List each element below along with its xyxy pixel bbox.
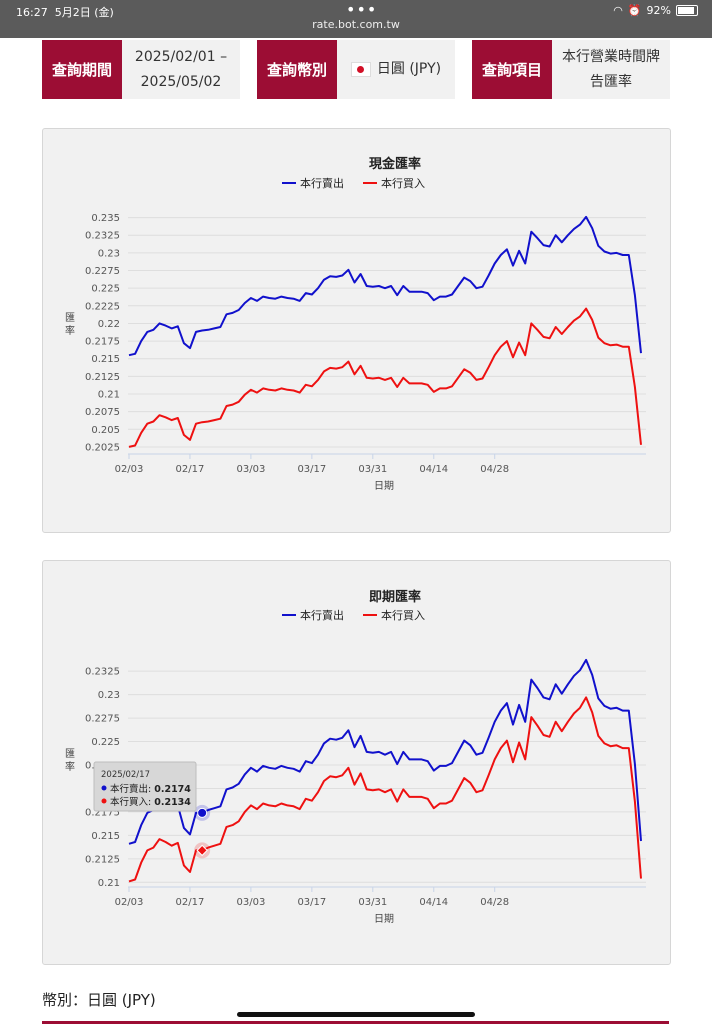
y-tick-label: 0.205	[91, 425, 120, 436]
y-tick-label: 0.2025	[85, 442, 120, 453]
period-start: 2025/02/01 –	[134, 48, 228, 65]
tooltip-box	[93, 761, 197, 812]
tooltip-buy: 本行買入: 0.2134	[110, 796, 191, 808]
y-axis-label: 匯率	[65, 748, 75, 773]
plot-area: 0.2025 0.205 0.2075 0.21 0.2125 0.215 0.2175 0.…	[85, 213, 646, 475]
status-bar: 16:27 5月2日 (金) ••• rate.bot.com.tw ◠ ⏰ 9…	[0, 0, 712, 38]
y-tick-label: 0.225	[91, 737, 120, 748]
tooltip: 2025/02/17 本行賣出: 0.2174 本行買入: 0.2134	[93, 761, 197, 812]
y-tick-label: 0.215	[91, 831, 120, 842]
battery-percent: 92%	[646, 4, 671, 17]
x-tick-label: 03/17	[297, 897, 326, 908]
x-tick-label: 03/03	[236, 897, 265, 908]
x-tick-label: 02/17	[176, 897, 205, 908]
tooltip-date: 2025/02/17	[101, 770, 150, 780]
x-tick-label: 02/17	[176, 464, 205, 475]
y-axis-label-1: 匯	[65, 748, 75, 760]
x-axis-label: 日期	[374, 480, 394, 492]
hover-point-sell[interactable]	[197, 807, 208, 818]
x-tick-label: 03/31	[358, 464, 387, 475]
spot-rate-chart-svg: 即期匯率 本行賣出 本行買入 匯率 日期 0.21 0.2125 0.215 0.21…	[65, 589, 646, 925]
y-tick-label: 0.2275	[85, 266, 120, 277]
y-tick-label: 0.2225	[85, 301, 120, 312]
y-axis-label: 匯率	[65, 312, 75, 337]
series-line-sell[interactable]	[128, 658, 642, 845]
legend[interactable]: 本行賣出 本行買入	[282, 608, 425, 622]
legend-sell-label[interactable]: 本行賣出	[300, 176, 344, 190]
x-tick-label: 02/03	[115, 897, 144, 908]
period-label: 查詢期間	[42, 40, 122, 99]
tooltip-buy-dot	[101, 798, 107, 804]
x-tick-label: 04/14	[419, 464, 448, 475]
section-divider	[42, 1021, 669, 1024]
currency-value: 日圓 (JPY)	[337, 40, 455, 99]
x-tick-label: 03/17	[297, 464, 326, 475]
battery-icon	[676, 5, 698, 16]
currency-section-label: 幣別：日圓 (JPY)	[42, 991, 156, 1009]
hover-point-buy[interactable]	[196, 844, 208, 857]
legend-buy-label[interactable]: 本行買入	[381, 176, 425, 190]
y-tick-label: 0.235	[91, 213, 120, 224]
x-tick-label: 03/03	[236, 464, 265, 475]
x-tick-label: 03/31	[358, 897, 387, 908]
address-bar-url[interactable]: rate.bot.com.tw	[312, 18, 400, 31]
series-line-buy[interactable]	[128, 696, 642, 883]
y-tick-label: 0.22	[98, 319, 120, 330]
currency-label: 查詢幣別	[257, 40, 337, 99]
cash-rate-chart-svg: 現金匯率 本行賣出 本行買入 匯率 日期 0.20250.2050.20750.…	[65, 156, 646, 492]
plot-area: 0.210.21250.2150.21750.220.22250.2250.22…	[85, 658, 646, 908]
x-tick-label: 04/28	[480, 464, 509, 475]
item-value: 本行營業時間牌 告匯率	[552, 40, 670, 99]
y-tick-label: 0.21	[98, 390, 120, 401]
series-line-sell[interactable]	[128, 215, 642, 357]
y-tick-label: 0.2125	[85, 372, 120, 383]
y-tick-label: 0.2075	[85, 407, 120, 418]
y-axis-label-1: 匯	[65, 312, 75, 324]
y-axis-label-2: 率	[65, 324, 75, 337]
spot-rate-chart: 即期匯率 本行賣出 本行買入 匯率 日期 0.21 0.2125 0.215 0.21…	[42, 560, 671, 965]
chart-title: 即期匯率	[369, 589, 421, 605]
y-tick-label: 0.2125	[85, 854, 120, 865]
series-line-buy[interactable]	[128, 307, 642, 448]
legend[interactable]: 本行賣出 本行買入	[282, 176, 425, 190]
x-tick-label: 02/03	[115, 464, 144, 475]
cash-rate-chart: 現金匯率 本行賣出 本行買入 匯率 日期 0.2025 0.205 0.2075 0.…	[42, 128, 671, 533]
legend-sell-label[interactable]: 本行賣出	[300, 608, 344, 622]
clock: 16:27 5月2日 (金)	[16, 6, 114, 19]
x-axis-label: 日期	[374, 913, 394, 925]
legend-buy-label[interactable]: 本行買入	[381, 608, 425, 622]
wifi-icon: ◠	[613, 4, 623, 17]
query-summary: 查詢期間 2025/02/01 – 2025/05/02 查詢幣別 日圓 (JP…	[0, 40, 712, 100]
y-tick-label: 0.2325	[85, 231, 120, 242]
period-value: 2025/02/01 – 2025/05/02	[122, 40, 240, 99]
period-end: 2025/05/02	[140, 73, 222, 90]
y-tick-label: 0.215	[91, 354, 120, 365]
alarm-icon: ⏰	[627, 4, 642, 17]
tooltip-sell-value: 0.2174	[154, 784, 191, 795]
chart-title: 現金匯率	[369, 156, 421, 172]
tooltip-sell-label: 本行賣出:	[110, 783, 151, 795]
y-tick-label: 0.2325	[85, 667, 120, 678]
tooltip-sell: 本行賣出: 0.2174	[110, 783, 191, 795]
tooltip-buy-value: 0.2134	[154, 797, 191, 808]
x-tick-label: 04/28	[480, 897, 509, 908]
y-tick-label: 0.225	[91, 284, 120, 295]
y-tick-label: 0.23	[98, 248, 120, 259]
y-tick-label: 0.2175	[85, 807, 120, 818]
more-dots-icon[interactable]: •••	[346, 0, 378, 19]
y-tick-label: 0.21	[98, 878, 120, 889]
home-indicator[interactable]	[237, 1012, 475, 1017]
x-tick-label: 04/14	[419, 897, 448, 908]
y-tick-label: 0.23	[98, 690, 120, 701]
status-indicators: ◠ ⏰ 92%	[613, 4, 698, 17]
tooltip-sell-dot	[101, 785, 107, 791]
y-tick-label: 0.2175	[85, 337, 120, 348]
item-label: 查詢項目	[472, 40, 552, 99]
y-tick-label: 0.2275	[85, 714, 120, 725]
japan-flag-icon	[350, 62, 371, 77]
tooltip-buy-label: 本行買入:	[110, 796, 151, 808]
y-axis-label-2: 率	[65, 760, 75, 773]
